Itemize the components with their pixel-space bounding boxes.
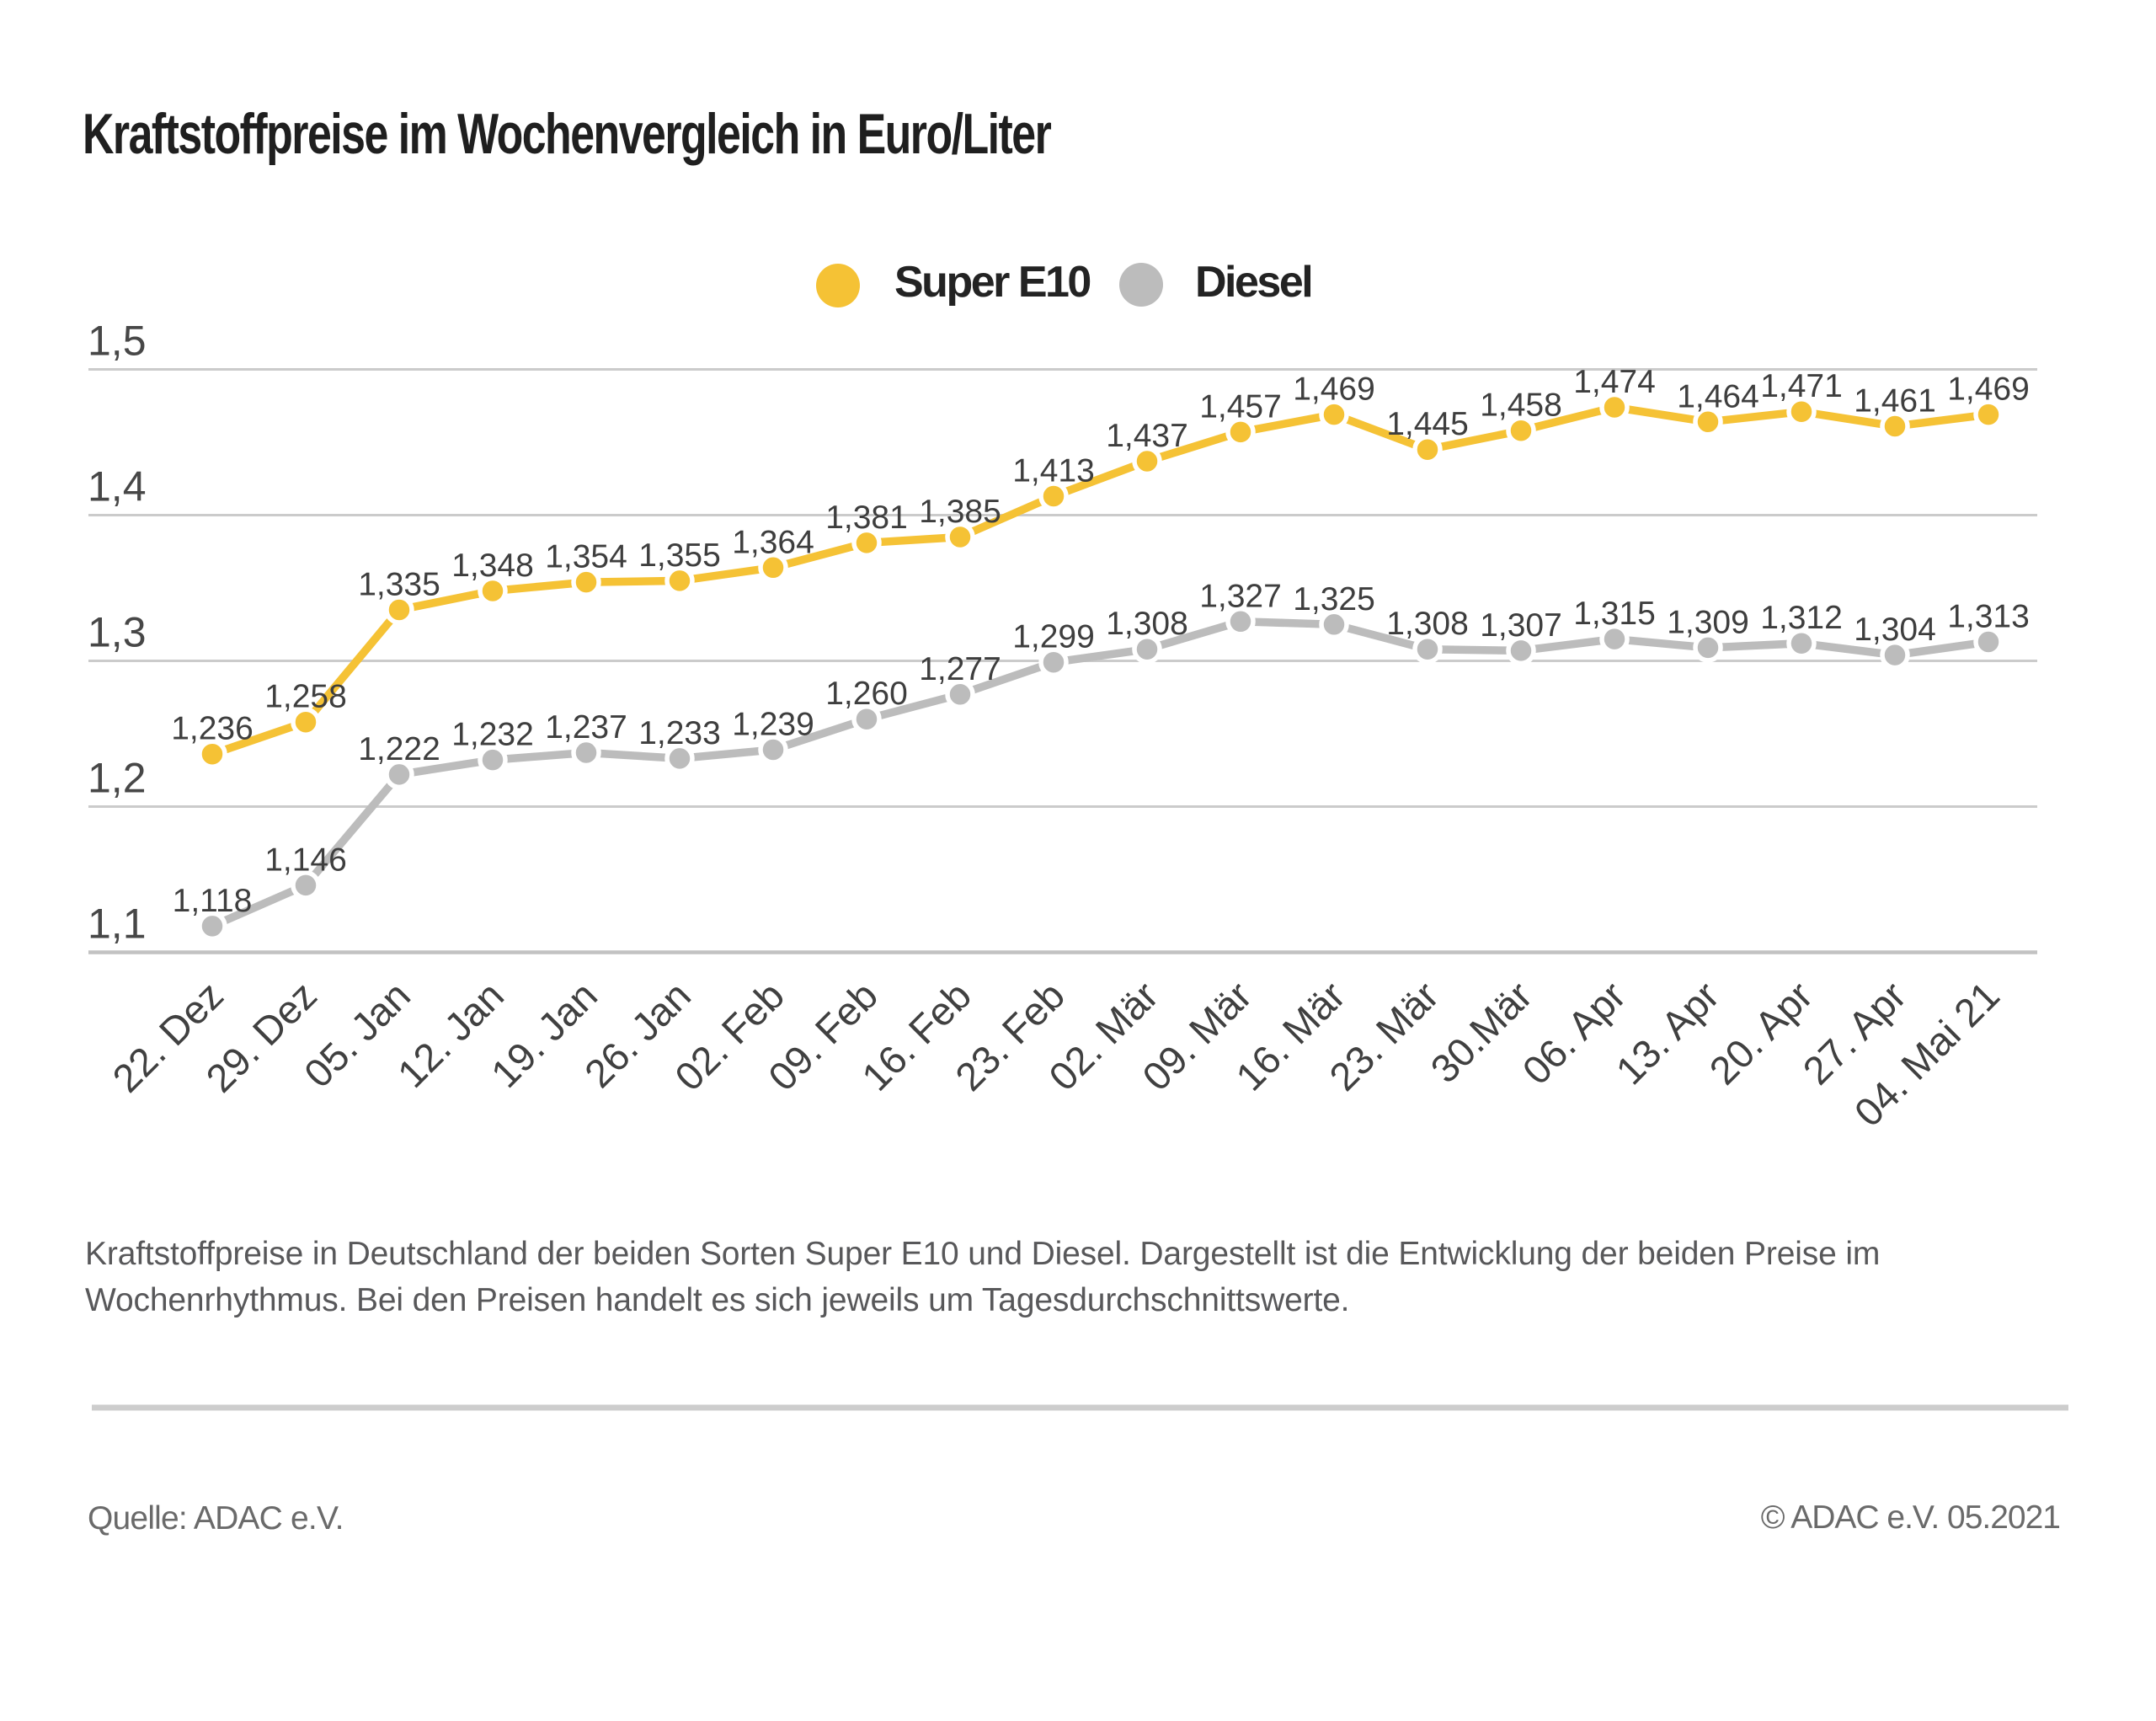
svg-text:1,327: 1,327	[1199, 578, 1282, 614]
svg-text:1,312: 1,312	[1760, 600, 1843, 636]
svg-text:Diesel: Diesel	[1195, 258, 1311, 307]
svg-text:1,309: 1,309	[1667, 604, 1749, 640]
svg-text:1,385: 1,385	[919, 494, 1001, 530]
svg-text:Quelle: ADAC e.V.: Quelle: ADAC e.V.	[88, 1500, 344, 1537]
svg-text:1,232: 1,232	[451, 717, 534, 753]
svg-text:1,304: 1,304	[1854, 612, 1936, 648]
svg-text:1,325: 1,325	[1293, 581, 1375, 617]
svg-text:1,354: 1,354	[545, 539, 627, 575]
svg-text:© ADAC e.V. 05.2021: © ADAC e.V. 05.2021	[1761, 1499, 2060, 1536]
svg-text:1,299: 1,299	[1012, 619, 1095, 655]
svg-text:1,307: 1,307	[1480, 607, 1562, 644]
svg-text:1,471: 1,471	[1760, 368, 1843, 404]
svg-text:1,118: 1,118	[173, 883, 253, 919]
svg-text:06. Apr: 06. Apr	[1513, 973, 1634, 1093]
svg-text:Super E10: Super E10	[894, 258, 1090, 307]
svg-text:1,335: 1,335	[358, 567, 440, 603]
svg-text:1,469: 1,469	[1947, 371, 2030, 408]
svg-text:1,237: 1,237	[545, 709, 627, 746]
svg-text:1,3: 1,3	[88, 609, 147, 656]
svg-text:Wochenrhythmus. Bei den Preise: Wochenrhythmus. Bei den Preisen handelt …	[85, 1282, 1349, 1318]
svg-text:19. Jan: 19. Jan	[483, 973, 606, 1097]
svg-text:1,313: 1,313	[1947, 599, 2030, 635]
svg-text:1,474: 1,474	[1573, 364, 1656, 400]
svg-text:05. Jan: 05. Jan	[296, 973, 419, 1097]
svg-text:20. Apr: 20. Apr	[1700, 973, 1821, 1093]
svg-text:1,457: 1,457	[1199, 388, 1282, 425]
svg-text:1,1: 1,1	[88, 901, 147, 948]
svg-text:1,308: 1,308	[1106, 606, 1188, 642]
svg-text:1,4: 1,4	[88, 463, 147, 510]
svg-text:1,2: 1,2	[88, 755, 147, 802]
svg-text:1,469: 1,469	[1293, 371, 1375, 408]
svg-text:1,258: 1,258	[264, 679, 347, 715]
svg-text:1,461: 1,461	[1854, 383, 1936, 420]
svg-text:1,413: 1,413	[1012, 453, 1095, 489]
svg-text:1,355: 1,355	[638, 537, 721, 574]
svg-text:1,348: 1,348	[451, 548, 534, 584]
svg-text:30.Mär: 30.Mär	[1422, 973, 1540, 1092]
svg-text:1,458: 1,458	[1480, 387, 1562, 424]
svg-text:12. Jan: 12. Jan	[389, 973, 513, 1097]
svg-text:13. Apr: 13. Apr	[1607, 973, 1727, 1093]
svg-text:1,260: 1,260	[825, 676, 908, 712]
svg-text:Kraftstoffpreise in Deutschlan: Kraftstoffpreise in Deutschland der beid…	[85, 1236, 1880, 1272]
svg-text:1,222: 1,222	[358, 731, 440, 767]
svg-text:1,233: 1,233	[638, 715, 721, 751]
svg-text:1,437: 1,437	[1106, 418, 1188, 454]
svg-text:1,364: 1,364	[732, 524, 814, 560]
svg-text:1,5: 1,5	[88, 318, 147, 365]
svg-text:1,381: 1,381	[825, 500, 908, 536]
svg-text:1,464: 1,464	[1677, 378, 1759, 414]
svg-text:1,315: 1,315	[1573, 596, 1656, 632]
svg-text:1,239: 1,239	[732, 707, 814, 743]
svg-text:1,146: 1,146	[264, 842, 347, 878]
svg-text:1,308: 1,308	[1386, 606, 1469, 642]
svg-text:Kraftstoffpreise im Wochenverg: Kraftstoffpreise im Wochenvergleich in E…	[83, 101, 1051, 165]
svg-text:1,277: 1,277	[919, 651, 1001, 687]
svg-text:1,445: 1,445	[1386, 406, 1469, 442]
svg-text:1,236: 1,236	[171, 711, 253, 747]
